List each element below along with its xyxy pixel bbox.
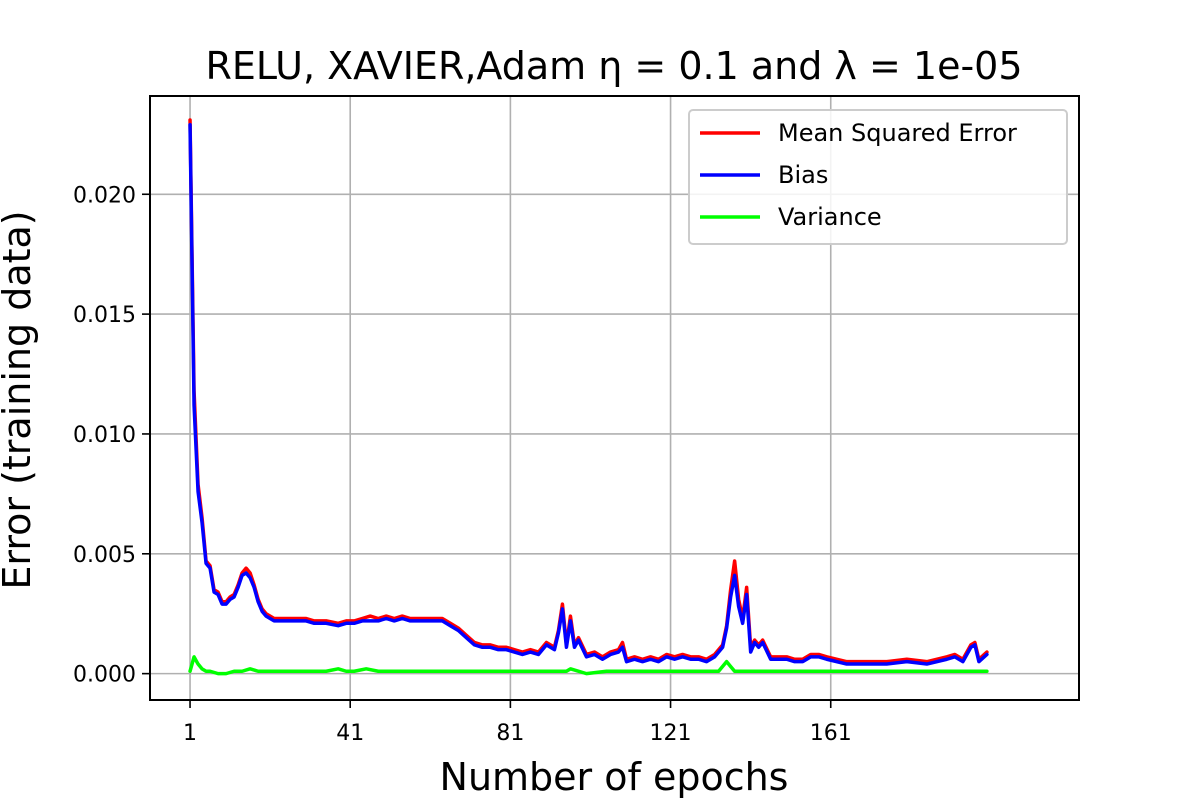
variance-line: [188, 655, 989, 676]
y-tick-label: 0.000: [73, 663, 136, 688]
x-tick-label: 81: [496, 721, 524, 746]
x-tick-label: 41: [336, 721, 364, 746]
bias-line: [188, 123, 989, 666]
x-tick-label: 161: [810, 721, 852, 746]
x-axis-label: Number of epochs: [440, 755, 789, 799]
plot-frame: [149, 95, 1080, 701]
legend-label-bias: Bias: [778, 161, 828, 189]
legend: Mean Squared Error Bias Variance: [688, 109, 1068, 245]
y-tick-label: 0.010: [73, 423, 136, 448]
y-tick-label: 0.005: [73, 543, 136, 568]
series-group: [188, 118, 989, 676]
y-tick-label: 0.015: [73, 303, 136, 328]
chart-title: RELU, XAVIER,Adam η = 0.1 and λ = 1e-05: [205, 44, 1022, 88]
x-tick-label: 121: [650, 721, 692, 746]
legend-label-variance: Variance: [778, 203, 882, 231]
legend-box: [688, 109, 1068, 245]
legend-label-mse: Mean Squared Error: [778, 119, 1017, 147]
y-tick-label: 0.020: [73, 183, 136, 208]
y-axis-label: Error (training data): [0, 210, 39, 589]
axis-ticks: 1 41 81 121 161 0.000 0.005 0.010 0.015 0.020: [73, 183, 852, 746]
x-tick-label: 1: [183, 721, 197, 746]
